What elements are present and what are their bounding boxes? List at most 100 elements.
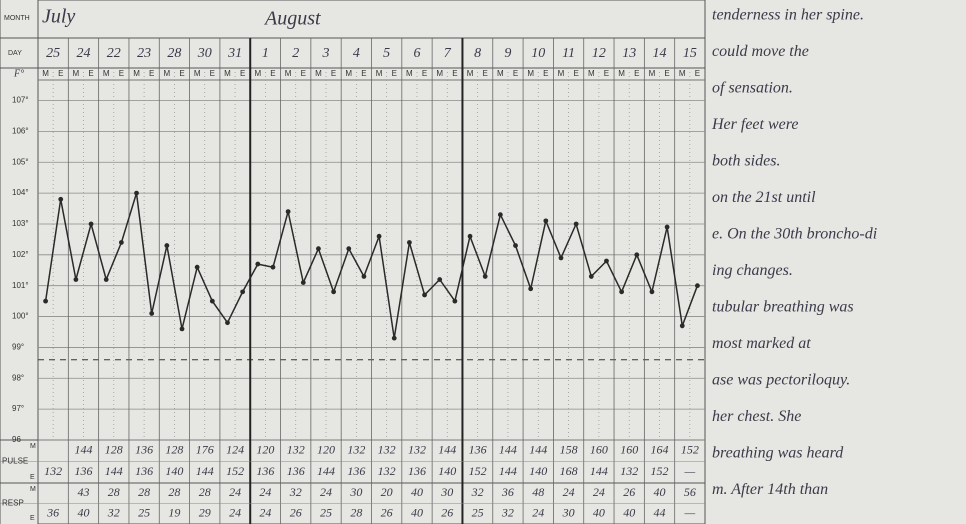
y-tick-label: 103°: [12, 219, 29, 228]
cell-value: 26: [381, 506, 393, 520]
slot-label: M: [618, 69, 625, 78]
temperature-point: [286, 209, 291, 214]
cell-value: 132: [287, 443, 305, 457]
temperature-point: [346, 246, 351, 251]
cell-value: 152: [226, 464, 244, 478]
slot-label: E: [301, 69, 306, 78]
temperature-point: [89, 222, 94, 227]
cell-value: 36: [501, 485, 514, 499]
temperature-point: [210, 299, 215, 304]
temperature-point: [377, 234, 382, 239]
slot-label: E: [664, 69, 669, 78]
note-line: could move the: [712, 43, 809, 60]
cell-value: 144: [499, 443, 517, 457]
row-sub: E: [30, 474, 35, 481]
temperature-point: [543, 218, 548, 223]
slot-label: E: [58, 69, 63, 78]
slot-label: M: [467, 69, 474, 78]
slot-label: E: [119, 69, 124, 78]
note-line: tenderness in her spine.: [712, 7, 864, 24]
cell-value: 144: [74, 443, 92, 457]
slot-label: E: [240, 69, 245, 78]
cell-value: 120: [256, 443, 274, 457]
note-line: ing changes.: [712, 262, 793, 279]
slot-label: E: [179, 69, 184, 78]
temperature-point: [407, 240, 412, 245]
row-sub: M: [30, 486, 36, 493]
cell-value: 25: [138, 506, 150, 520]
cell-value: 25: [472, 506, 484, 520]
day-number: 1: [262, 46, 269, 61]
temperature-point: [589, 274, 594, 279]
temperature-point: [468, 234, 473, 239]
cell-value: 32: [289, 485, 302, 499]
cell-value: 43: [77, 485, 89, 499]
slot-label: E: [210, 69, 215, 78]
temperature-point: [695, 283, 700, 288]
day-number: 5: [383, 46, 390, 61]
slot-label: E: [543, 69, 548, 78]
cell-value: 168: [560, 464, 578, 478]
temperature-point: [134, 191, 139, 196]
day-number: 11: [562, 46, 575, 61]
cell-value: 32: [471, 485, 484, 499]
day-number: 6: [413, 46, 420, 61]
day-label: DAY: [8, 50, 22, 57]
cell-value: 28: [199, 485, 211, 499]
temperature-point: [104, 277, 109, 282]
cell-value: 26: [441, 506, 453, 520]
cell-value: 56: [684, 485, 696, 499]
slot-label: E: [695, 69, 700, 78]
day-number: 31: [227, 46, 242, 61]
note-line: most marked at: [712, 335, 811, 352]
temperature-point: [680, 323, 685, 328]
month-label: MONTH: [4, 15, 30, 22]
row-sub: M: [30, 443, 36, 450]
cell-value: 176: [196, 443, 214, 457]
temperature-point: [164, 243, 169, 248]
cell-value: 136: [135, 464, 153, 478]
temperature-point: [180, 326, 185, 331]
cell-value: 160: [620, 443, 638, 457]
cell-value: 28: [138, 485, 150, 499]
y-tick-label: 97°: [12, 404, 24, 413]
cell-value: 152: [681, 443, 699, 457]
day-number: 4: [353, 46, 360, 61]
slot-label: M: [679, 69, 686, 78]
slot-label: M: [436, 69, 443, 78]
slot-label: E: [422, 69, 427, 78]
day-number: 9: [504, 46, 511, 61]
slot-label: M: [588, 69, 595, 78]
cell-value: 152: [469, 464, 487, 478]
cell-value: 132: [378, 443, 396, 457]
note-line: Her feet were: [711, 116, 798, 133]
slot-label: M: [406, 69, 413, 78]
temperature-point: [559, 256, 564, 261]
temperature-point: [483, 274, 488, 279]
slot-label: M: [164, 69, 171, 78]
cell-value: 40: [77, 506, 89, 520]
slot-label: E: [634, 69, 639, 78]
cell-value: 24: [593, 485, 605, 499]
temperature-point: [650, 289, 655, 294]
temperature-point: [604, 259, 609, 264]
slot-label: M: [527, 69, 534, 78]
slot-label: M: [133, 69, 140, 78]
y-tick-label: 106°: [12, 126, 29, 135]
note-line: tubular breathing was: [712, 299, 854, 316]
slot-label: E: [88, 69, 93, 78]
temperature-point: [619, 289, 624, 294]
temperature-point: [574, 222, 579, 227]
note-line: on the 21st until: [712, 189, 816, 206]
cell-value: 136: [256, 464, 274, 478]
cell-value: 136: [135, 443, 153, 457]
y-tick-label: 105°: [12, 157, 29, 166]
day-number: 24: [76, 46, 90, 61]
cell-value: 164: [651, 443, 669, 457]
day-number: 7: [444, 46, 452, 61]
temperature-point: [43, 299, 48, 304]
note-line: e. On the 30th broncho-di: [712, 226, 877, 243]
cell-value: 132: [620, 464, 638, 478]
cell-value: 40: [411, 485, 423, 499]
cell-value: 136: [74, 464, 92, 478]
